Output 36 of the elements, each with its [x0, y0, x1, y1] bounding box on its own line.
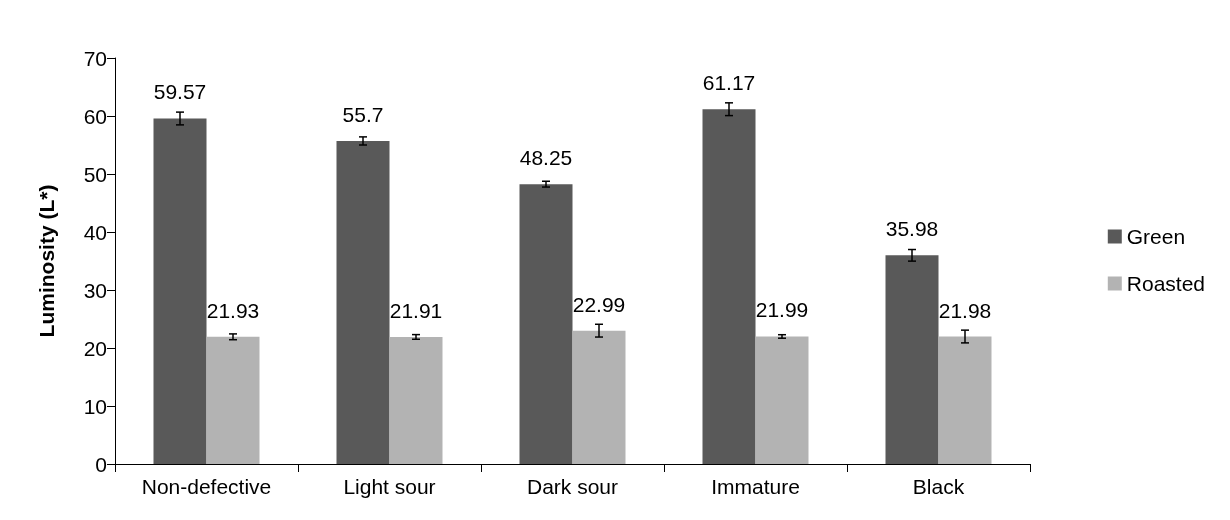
y-tick-label: 50 — [83, 162, 107, 186]
y-tick-label: 60 — [83, 104, 107, 128]
bar — [519, 184, 573, 464]
x-tick-label: Light sour — [343, 475, 436, 498]
x-tick-label: Immature — [711, 475, 800, 498]
y-tick-label: 70 — [83, 46, 107, 70]
data-label: 48.25 — [519, 146, 573, 170]
data-label: 35.98 — [885, 217, 939, 241]
bar — [938, 336, 992, 464]
data-label: 21.93 — [206, 298, 260, 322]
bar — [389, 336, 443, 464]
data-label: 21.99 — [755, 298, 809, 322]
bar — [572, 330, 626, 464]
y-tick-label: 10 — [83, 394, 107, 418]
data-label: 55.7 — [342, 102, 384, 126]
legend-label: Green — [1126, 225, 1186, 248]
legend-label: Roasted — [1126, 272, 1205, 295]
x-tick-label: Dark sour — [526, 475, 619, 498]
data-label: 21.98 — [938, 298, 992, 322]
bar — [206, 336, 260, 464]
bar — [702, 109, 756, 464]
bar — [153, 118, 207, 464]
data-label: 21.91 — [389, 298, 443, 322]
bar — [336, 140, 390, 464]
y-tick-label: 20 — [83, 336, 107, 360]
y-axis-title: Luminosity (L*) — [35, 184, 58, 338]
y-tick-label: 0 — [95, 452, 107, 476]
bar — [755, 336, 809, 464]
y-tick-label: 40 — [83, 220, 107, 244]
data-label: 61.17 — [702, 71, 756, 95]
x-tick-label: Non-defective — [141, 475, 272, 498]
data-label: 59.57 — [153, 80, 207, 104]
data-label: 22.99 — [572, 292, 626, 316]
x-tick-label: Black — [912, 475, 965, 498]
bar — [885, 255, 939, 464]
y-tick-label: 30 — [83, 278, 107, 302]
